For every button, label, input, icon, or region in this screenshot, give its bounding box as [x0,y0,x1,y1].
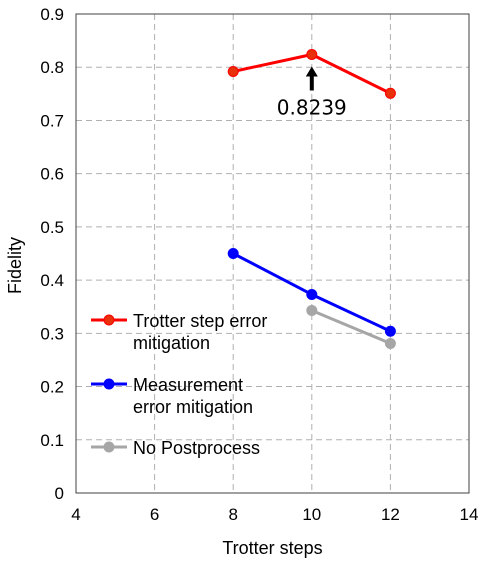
x-tick-label: 10 [302,505,321,524]
y-tick-label: 0.6 [40,165,64,184]
legend-label: Trotter step error [133,311,267,331]
legend-marker [103,314,115,326]
plot-area-frame [75,13,470,494]
legend-entry-2: No Postprocess [91,438,260,458]
y-tick-label: 0.2 [40,378,64,397]
annotation-arrow [305,66,318,91]
legend-label: mitigation [133,333,210,353]
series-0 [227,49,396,99]
annotation-label: 0.8239 [277,96,347,120]
gridlines [76,14,469,493]
x-tick-label: 8 [228,505,237,524]
data-point [227,65,239,77]
series-line [311,309,391,345]
x-axis-ticks: 4 6 8 10 12 14 [71,505,478,524]
legend-label: error mitigation [133,397,253,417]
data-point [306,49,318,61]
data-point [306,304,318,316]
legend-label: Measurement [133,375,243,395]
x-tick-label: 14 [460,505,479,524]
data-point [384,325,396,337]
series-1 [227,248,396,337]
y-tick-label: 0.3 [40,324,64,343]
series-2 [306,304,396,349]
y-tick-label: 0.9 [40,5,64,24]
x-tick-label: 4 [71,505,80,524]
legend-marker [103,378,115,390]
annotations: 0.8239 [277,66,347,120]
data-point [384,337,396,349]
y-axis-ticks: 0 0.1 0.2 0.3 0.4 0.5 0.6 0.7 0.8 0.9 [40,5,64,503]
x-tick-label: 6 [150,505,159,524]
legend-marker [103,441,115,453]
data-series [227,49,396,349]
y-axis-title: Fidelity [5,237,25,294]
data-point [306,288,318,300]
data-point [227,248,239,259]
y-tick-label: 0.5 [40,218,64,237]
x-axis-title: Trotter steps [222,538,322,558]
y-tick-label: 0 [55,484,64,503]
y-tick-label: 0.8 [40,58,64,77]
data-point [384,87,396,99]
legend-label: No Postprocess [133,438,260,458]
y-tick-label: 0.1 [40,431,64,450]
y-tick-label: 0.7 [40,111,64,130]
y-tick-label: 0.4 [40,271,64,290]
x-tick-label: 12 [381,505,400,524]
